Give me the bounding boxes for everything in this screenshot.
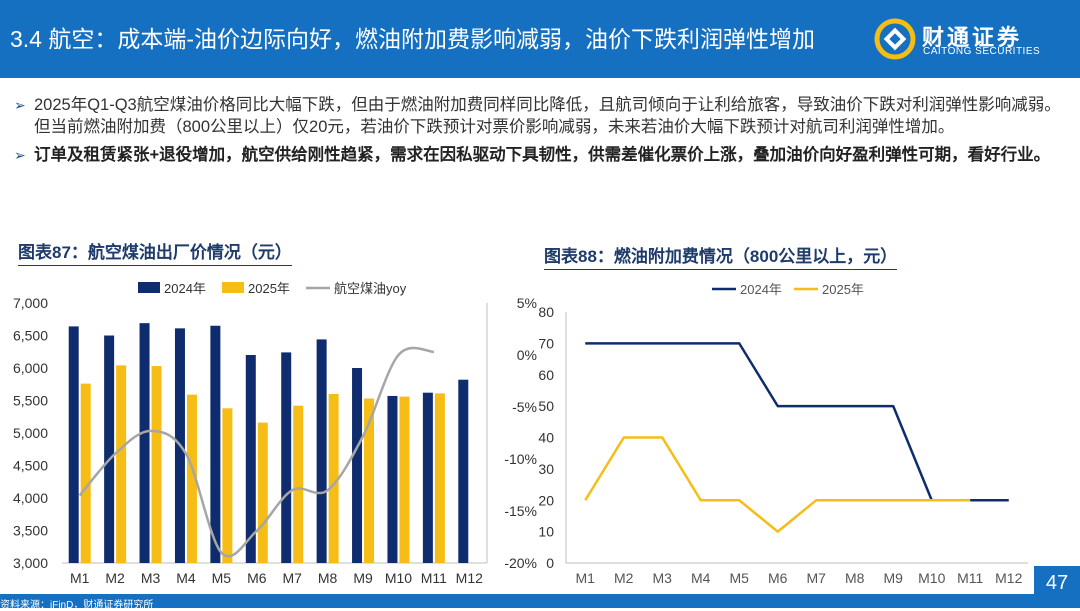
chart1-x-tick-label: M2 (105, 570, 125, 586)
chart1-yoy-line (78, 346, 434, 558)
chart2-y-tick-label: 80 (538, 304, 554, 320)
chart1-x-tick-label: M6 (247, 570, 267, 586)
chart2-y-tick-label: 60 (538, 367, 554, 383)
chart1-legend-label: 2025年 (248, 281, 290, 296)
chart1-x-tick-label: M9 (353, 570, 373, 586)
chart1-bar-2025 (80, 383, 91, 563)
chart2-title: 图表88：燃油附加费情况（800公里以上，元） (544, 242, 898, 270)
chart2-x-tick-label: M7 (807, 570, 827, 586)
chart1-x-tick-label: M1 (70, 570, 90, 586)
chart1-left-tick-label: 6,500 (13, 328, 48, 344)
chart1-x-tick-label: M11 (421, 570, 447, 586)
chart1-left-tick-label: 6,000 (13, 360, 48, 376)
arrow-bullet-icon: ➢ (14, 97, 26, 113)
chart1-bar-2025 (222, 408, 233, 563)
chart2-y-tick-label: 0 (546, 555, 554, 571)
chart2-x-tick-label: M1 (576, 570, 596, 586)
chart1-bar-2024 (139, 323, 150, 563)
chart2-line-2024 (585, 342, 1009, 502)
chart2-y-tick-label: 50 (538, 398, 554, 414)
chart1-x-tick-label: M3 (141, 570, 161, 586)
chart1-legend-label: 航空煤油yoy (334, 281, 407, 296)
chart1-legend-label: 2024年 (164, 281, 206, 296)
chart1-left-tick-label: 5,000 (13, 425, 48, 441)
chart1-bar-2024 (104, 335, 115, 563)
chart1-x-tick-label: M5 (212, 570, 232, 586)
bullet-list: ➢ 2025年Q1-Q3航空煤油价格同比大幅下跌，但由于燃油附加费同样同比降低，… (14, 94, 1074, 172)
chart1-right-tick-label: 5% (517, 295, 537, 311)
chart1-bar-2024 (316, 339, 327, 563)
chart1-bar-2025 (293, 405, 304, 563)
header-bar: 3.4 航空：成本端-油价边际向好，燃油附加费影响减弱，油价下跌利润弹性增加 财… (0, 0, 1080, 78)
chart1-bar-2025 (399, 396, 410, 563)
chart1-right-tick-label: -20% (504, 555, 537, 571)
chart2-x-tick-label: M4 (691, 570, 711, 586)
page-title: 3.4 航空：成本端-油价边际向好，燃油附加费影响减弱，油价下跌利润弹性增加 (10, 26, 816, 52)
page-number: 47 (1034, 566, 1080, 600)
chart2-y-tick-label: 70 (538, 335, 554, 351)
chart2-x-tick-label: M6 (768, 570, 788, 586)
chart1-x-tick-label: M12 (456, 570, 483, 586)
chart2-x-tick-label: M8 (845, 570, 865, 586)
chart2-legend-label: 2025年 (822, 282, 864, 297)
logo-text-en: CAITONG SECURITIES (923, 46, 1041, 57)
logo: 财通证券 CAITONG SECURITIES (870, 12, 1075, 68)
chart1-bar-2024 (352, 368, 363, 563)
bullet-text: 订单及租赁紧张+退役增加，航空供给刚性趋紧，需求在因私驱动下具韧性，供需差催化票… (34, 146, 1051, 164)
chart2-y-tick-label: 30 (538, 461, 554, 477)
footer-bar (0, 594, 1080, 608)
chart1-right-tick-label: -5% (512, 399, 537, 415)
chart1-bar-2025 (328, 394, 339, 563)
chart1-left-tick-label: 4,000 (13, 490, 48, 506)
chart1-bar-2025 (151, 366, 162, 563)
chart1-bar-2024 (281, 352, 292, 563)
chart1-x-tick-label: M8 (318, 570, 338, 586)
chart2-x-tick-label: M12 (995, 570, 1022, 586)
chart2-x-tick-label: M3 (653, 570, 673, 586)
chart1-bar-2025 (186, 394, 197, 563)
chart1-bar-2025 (434, 393, 445, 563)
chart1-x-tick-label: M10 (385, 570, 412, 586)
chart1-bar-2024 (210, 325, 221, 563)
bullet-item: ➢ 订单及租赁紧张+退役增加，航空供给刚性趋紧，需求在因私驱动下具韧性，供需差催… (14, 144, 1074, 166)
chart1-x-tick-label: M7 (282, 570, 302, 586)
chart1-x-tick-label: M4 (176, 570, 196, 586)
chart1-bar-2024 (422, 392, 433, 563)
chart2-y-tick-label: 10 (538, 524, 554, 540)
chart2-x-tick-label: M11 (957, 570, 983, 586)
arrow-bullet-icon: ➢ (14, 147, 26, 163)
chart1-left-tick-label: 3,500 (13, 523, 48, 539)
chart1-bar-2025 (116, 365, 127, 563)
chart1-bar-2024 (68, 326, 79, 563)
chart2-line-2025 (584, 436, 971, 533)
chart2-x-tick-label: M2 (614, 570, 634, 586)
chart1-bar-2024 (387, 395, 398, 563)
bullet-text: 2025年Q1-Q3航空煤油价格同比大幅下跌，但由于燃油附加费同样同比降低，且航… (34, 96, 1061, 136)
chart2-legend-label: 2024年 (740, 282, 782, 297)
chart1-bar-2025 (364, 398, 375, 563)
caitong-logo-icon (874, 18, 916, 60)
chart1-title: 图表87：航空煤油出厂价情况（元） (18, 238, 292, 266)
chart1-legend-swatch-2024 (138, 282, 160, 293)
chart2-x-tick-label: M5 (730, 570, 750, 586)
chart1-bar-2024 (245, 355, 256, 563)
logo-text-cn: 财通证券 (922, 25, 1023, 50)
chart1-right-tick-label: -10% (504, 451, 537, 467)
chart1-legend-swatch-2025 (222, 282, 244, 293)
chart1-left-tick-label: 5,500 (13, 393, 48, 409)
chart1-left-tick-label: 3,000 (13, 555, 48, 571)
chart2-x-tick-label: M10 (918, 570, 945, 586)
chart1-right-tick-label: 0% (517, 347, 537, 363)
chart1-left-tick-label: 4,500 (13, 458, 48, 474)
chart1-right-tick-label: -15% (504, 503, 537, 519)
charts-canvas: 3,000 3,500 4,000 4,500 5,000 5,500 6,000 6,500… (13, 281, 1028, 586)
chart1-bar-2024 (458, 379, 469, 563)
chart1-bar-2025 (257, 422, 268, 563)
chart1-left-tick-label: 7,000 (13, 295, 48, 311)
source-note: 资料来源：iFinD，财通证券研究所 (0, 600, 154, 611)
chart2-x-tick-label: M9 (884, 570, 904, 586)
chart2-y-tick-label: 20 (538, 492, 554, 508)
chart2-y-tick-label: 40 (538, 430, 554, 446)
bullet-item: ➢ 2025年Q1-Q3航空煤油价格同比大幅下跌，但由于燃油附加费同样同比降低，… (14, 94, 1074, 138)
